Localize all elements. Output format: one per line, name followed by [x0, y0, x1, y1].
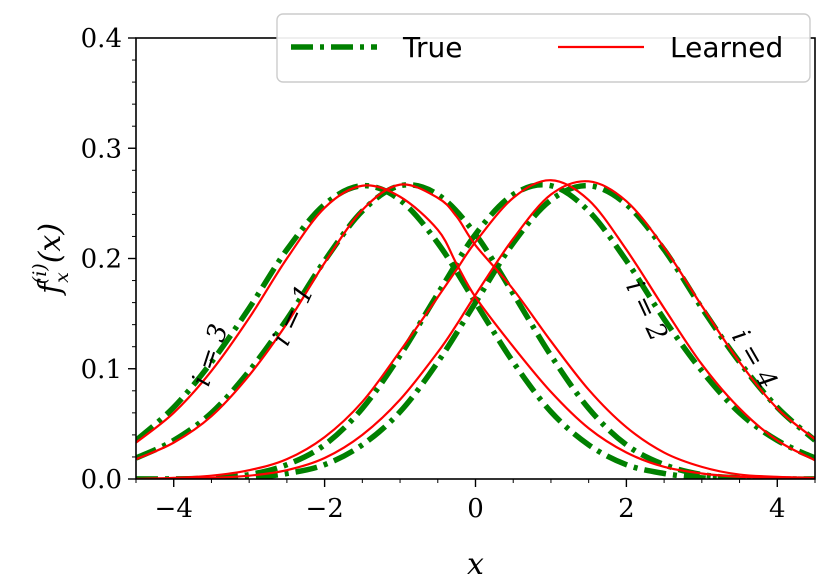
learned-curve-i4: [136, 180, 815, 479]
true-curve-i1: [136, 182, 815, 479]
curves-group: [136, 179, 815, 479]
legend-label-learned: Learned: [670, 31, 783, 64]
learned-curve-i3: [136, 184, 815, 479]
y-axis-label: fx(i)(x): [29, 223, 73, 296]
x-tick-label: 4: [769, 494, 786, 524]
learned-curve-i2: [136, 179, 815, 479]
legend: True Learned: [276, 13, 811, 83]
x-axis-label: x: [467, 547, 484, 582]
legend-box: [276, 13, 811, 83]
y-tick-label: 0.1: [81, 355, 122, 385]
true-curve-i2: [136, 182, 815, 479]
true-curve-i3: [136, 182, 815, 479]
learned-curve-i1: [136, 183, 815, 479]
curve-annotation: i = 3: [186, 321, 234, 390]
true-curve-i4: [136, 182, 815, 479]
legend-label-true: True: [402, 31, 462, 64]
plot-frame: [135, 37, 816, 480]
y-tick-label: 0.0: [81, 465, 122, 495]
curve-annotation: i = 1: [267, 280, 321, 350]
x-tick-label: 2: [618, 494, 635, 524]
y-tick-label: 0.3: [81, 134, 122, 164]
y-tick-label: 0.4: [81, 24, 122, 54]
x-tick-label: −2: [305, 494, 343, 524]
y-tick-label: 0.2: [81, 245, 122, 275]
x-tick-label: 0: [467, 494, 484, 524]
x-tick-label: −4: [155, 494, 193, 524]
curve-annotation: i = 4: [725, 325, 783, 395]
